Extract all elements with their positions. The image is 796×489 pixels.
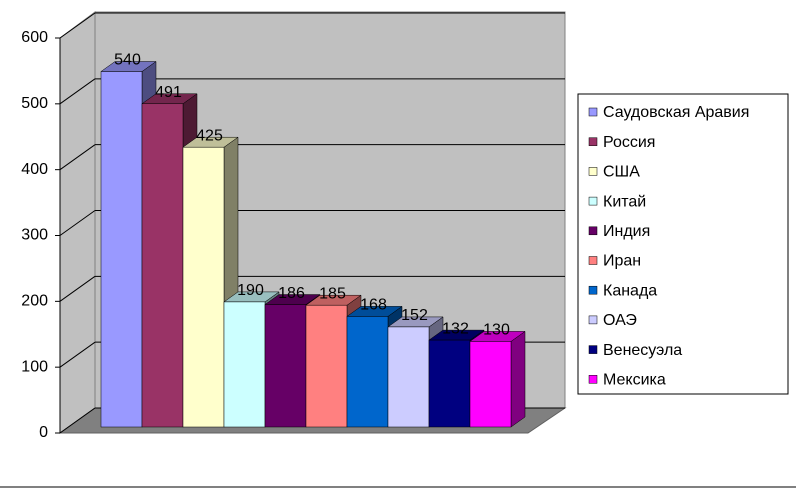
value-label: 190 <box>237 282 264 299</box>
legend-label: Саудовская Аравия <box>603 104 749 121</box>
legend-label: ОАЭ <box>603 312 637 329</box>
bar <box>469 341 512 428</box>
bar <box>100 71 143 428</box>
legend-swatch <box>588 375 598 384</box>
legend-swatch <box>588 256 598 265</box>
legend-swatch <box>588 345 598 354</box>
legend <box>577 93 789 395</box>
bar <box>387 326 430 428</box>
bar <box>305 304 348 428</box>
y-tick-label: 500 <box>21 95 48 112</box>
legend-label: Иран <box>603 253 641 270</box>
bar <box>346 316 389 428</box>
legend-label: Россия <box>603 134 655 151</box>
value-label: 130 <box>483 322 510 339</box>
y-tick-label: 200 <box>21 293 48 310</box>
legend-swatch <box>588 137 598 146</box>
legend-swatch <box>588 107 598 117</box>
grid-line <box>59 12 96 39</box>
legend-label: США <box>603 164 640 181</box>
legend-swatch <box>588 285 598 295</box>
legend-swatch <box>588 226 598 236</box>
legend-label: Венесуэла <box>603 342 682 359</box>
grid-line <box>59 144 96 171</box>
bar <box>264 304 307 428</box>
y-tick-label: 0 <box>39 424 48 441</box>
legend-label: Китай <box>603 193 646 210</box>
legend-label: Мексика <box>603 372 666 389</box>
legend-swatch <box>588 315 598 325</box>
grid-line <box>59 407 96 434</box>
legend-swatch <box>588 196 598 206</box>
bar <box>141 103 184 428</box>
grid-line <box>59 210 96 236</box>
bar <box>223 301 266 428</box>
value-label: 185 <box>319 285 346 302</box>
legend-label: Индия <box>603 223 650 240</box>
value-label: 186 <box>278 285 305 302</box>
legend-swatch <box>588 167 598 176</box>
value-label: 540 <box>114 52 141 69</box>
grid-line <box>59 78 96 105</box>
value-label: 132 <box>442 320 469 337</box>
grid-line <box>59 275 96 302</box>
value-label: 152 <box>401 307 428 324</box>
grid-line <box>59 341 96 368</box>
y-tick-label: 400 <box>21 161 48 178</box>
value-label: 168 <box>360 297 387 314</box>
bar-side <box>510 330 526 428</box>
y-tick-label: 100 <box>21 358 48 375</box>
legend-label: Канада <box>603 282 657 299</box>
bar <box>428 339 471 428</box>
value-label: 425 <box>196 127 223 144</box>
y-tick-label: 300 <box>21 227 48 244</box>
y-tick-label: 600 <box>21 29 48 46</box>
bar <box>182 146 225 428</box>
value-label: 491 <box>155 84 182 101</box>
